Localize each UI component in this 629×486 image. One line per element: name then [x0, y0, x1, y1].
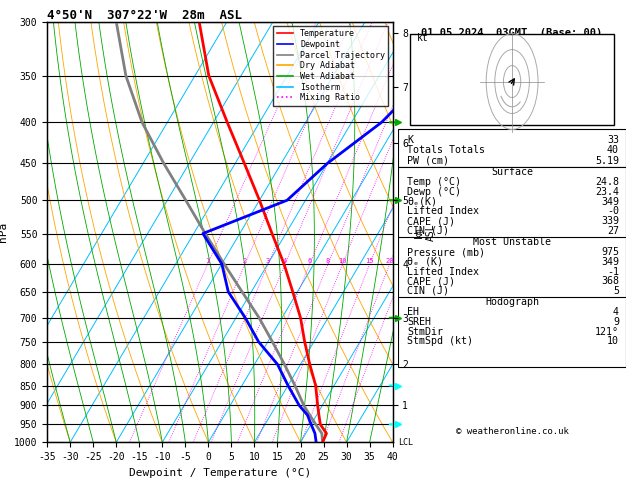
Text: 1: 1 — [206, 258, 210, 264]
Text: 15: 15 — [365, 258, 374, 264]
Bar — [398, 129, 626, 167]
Text: Temp (°C): Temp (°C) — [408, 177, 462, 188]
Text: 975: 975 — [601, 247, 619, 257]
Text: 4: 4 — [613, 307, 619, 317]
Text: 10: 10 — [338, 258, 347, 264]
Text: SREH: SREH — [408, 317, 431, 327]
Text: StmSpd (kt): StmSpd (kt) — [408, 336, 474, 347]
Bar — [398, 167, 626, 244]
Y-axis label: km
ASL: km ASL — [414, 223, 435, 241]
Text: 10: 10 — [607, 336, 619, 347]
Text: 33: 33 — [607, 135, 619, 144]
Text: 23.4: 23.4 — [595, 187, 619, 197]
Text: PW (cm): PW (cm) — [408, 156, 450, 166]
Text: Most Unstable: Most Unstable — [473, 237, 551, 247]
Text: EH: EH — [408, 307, 420, 317]
Text: 2: 2 — [243, 258, 247, 264]
Text: -0: -0 — [607, 207, 619, 216]
Text: Hodograph: Hodograph — [485, 297, 539, 307]
Text: 24.8: 24.8 — [595, 177, 619, 188]
Text: 9: 9 — [613, 317, 619, 327]
Text: © weatheronline.co.uk: © weatheronline.co.uk — [455, 427, 569, 436]
Text: 20: 20 — [386, 258, 394, 264]
Text: 3: 3 — [266, 258, 270, 264]
Text: 349: 349 — [601, 257, 619, 267]
Text: kt: kt — [416, 33, 428, 43]
Text: 4°50'N  307°22'W  28m  ASL: 4°50'N 307°22'W 28m ASL — [47, 9, 242, 22]
Text: 40: 40 — [607, 145, 619, 155]
Text: -1: -1 — [607, 267, 619, 277]
Bar — [398, 297, 626, 366]
Bar — [398, 237, 626, 312]
Bar — [409, 35, 615, 125]
Text: 8: 8 — [326, 258, 330, 264]
Text: 349: 349 — [601, 197, 619, 207]
X-axis label: Dewpoint / Temperature (°C): Dewpoint / Temperature (°C) — [129, 468, 311, 478]
Text: CAPE (J): CAPE (J) — [408, 216, 455, 226]
Text: K: K — [408, 135, 413, 144]
Text: 339: 339 — [601, 216, 619, 226]
Text: 5: 5 — [613, 286, 619, 296]
Text: StmDir: StmDir — [408, 327, 443, 337]
Text: Lifted Index: Lifted Index — [408, 207, 479, 216]
Y-axis label: hPa: hPa — [0, 222, 8, 242]
Text: 01.05.2024  03GMT  (Base: 00): 01.05.2024 03GMT (Base: 00) — [421, 28, 603, 38]
Text: 6: 6 — [308, 258, 312, 264]
Text: CIN (J): CIN (J) — [408, 226, 450, 236]
Text: Surface: Surface — [491, 167, 533, 177]
Text: 4: 4 — [283, 258, 287, 264]
Text: Totals Totals: Totals Totals — [408, 145, 486, 155]
Text: LCL: LCL — [398, 438, 413, 447]
Text: θₑ (K): θₑ (K) — [408, 257, 443, 267]
Text: 5.19: 5.19 — [595, 156, 619, 166]
Text: 121°: 121° — [595, 327, 619, 337]
Text: θₑ(K): θₑ(K) — [408, 197, 437, 207]
Text: 368: 368 — [601, 276, 619, 286]
Text: Lifted Index: Lifted Index — [408, 267, 479, 277]
Text: 27: 27 — [607, 226, 619, 236]
Legend: Temperature, Dewpoint, Parcel Trajectory, Dry Adiabat, Wet Adiabat, Isotherm, Mi: Temperature, Dewpoint, Parcel Trajectory… — [274, 26, 389, 105]
Text: CAPE (J): CAPE (J) — [408, 276, 455, 286]
Text: CIN (J): CIN (J) — [408, 286, 450, 296]
Text: Pressure (mb): Pressure (mb) — [408, 247, 486, 257]
Text: Dewp (°C): Dewp (°C) — [408, 187, 462, 197]
